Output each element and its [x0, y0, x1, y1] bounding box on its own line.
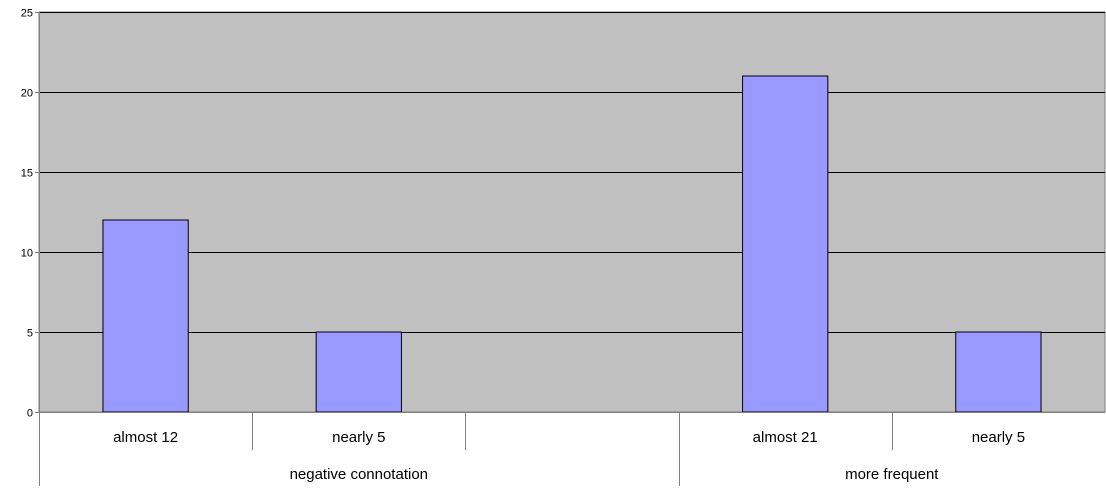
group-label: negative connotation: [290, 466, 428, 483]
category-label: almost 12: [113, 429, 178, 446]
y-tick-label: 10: [21, 248, 33, 260]
bar: [955, 331, 1042, 413]
bars: [102, 75, 1042, 413]
y-tick-label: 0: [27, 408, 33, 420]
bar: [742, 75, 829, 413]
group-label: more frequent: [845, 466, 939, 483]
plot-area: [38, 11, 1106, 413]
bar: [315, 331, 402, 413]
category-label: almost 21: [753, 429, 818, 446]
y-tick-label: 20: [21, 88, 33, 100]
bar: [102, 219, 189, 413]
axis-labels: 0 5 10 15 20 25 almost 12 nearly 5 almost 21 near…: [21, 8, 1025, 484]
axes: [35, 12, 1105, 486]
y-tick-label: 5: [27, 328, 33, 340]
y-tick-label: 15: [21, 168, 33, 180]
category-label: nearly 5: [332, 429, 385, 446]
y-tick-label: 25: [21, 8, 33, 20]
category-label: nearly 5: [972, 429, 1025, 446]
gridlines: [39, 12, 1105, 333]
